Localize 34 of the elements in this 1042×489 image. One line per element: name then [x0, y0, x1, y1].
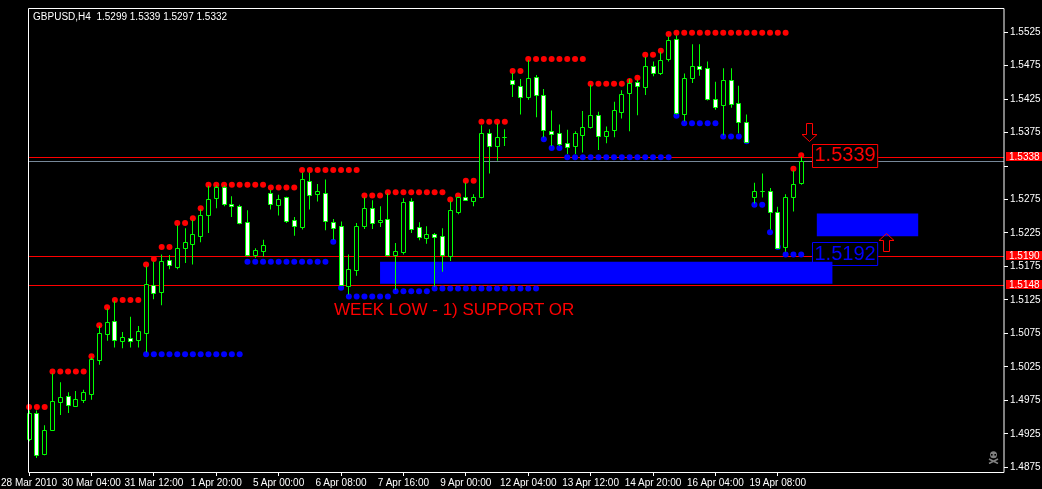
- x-tick-label: 1 Apr 20:00: [190, 476, 243, 488]
- ref-line-label: 1.5190: [1009, 249, 1041, 261]
- y-tick-label: 1.5425: [1010, 92, 1042, 104]
- y-tick-label: 1.5025: [1010, 360, 1042, 372]
- y-tick-label: 1.5125: [1010, 293, 1042, 305]
- annotation: 1.5339: [814, 143, 876, 166]
- y-tick-label: 1.5175: [1010, 260, 1042, 272]
- x-tick-label: 31 Mar 12:00: [124, 476, 184, 488]
- y-tick-label: 1.4975: [1010, 394, 1042, 406]
- y-tick-label: 1.5475: [1010, 59, 1042, 71]
- y-tick-label: 1.5525: [1010, 25, 1042, 37]
- x-tick-label: 12 Apr 04:00: [499, 476, 558, 488]
- x-tick-label: 7 Apr 16:00: [377, 476, 430, 488]
- x-tick-label: 5 Apr 00:00: [253, 476, 305, 488]
- x-tick-label: 30 Mar 04:00: [62, 476, 122, 488]
- x-tick-label: 16 Apr 04:00: [687, 476, 745, 488]
- ref-line-label: 1.5148: [1009, 278, 1041, 290]
- y-tick-label: 1.5225: [1010, 226, 1042, 238]
- y-tick-label: 1.5075: [1010, 327, 1042, 339]
- y-tick-label: 1.5275: [1010, 193, 1042, 205]
- candlestick: [697, 44, 702, 76]
- chart-title: GBPUSD,H4 1.5299 1.5339 1.5297 1.5332: [33, 11, 228, 22]
- x-tick-label: 6 Apr 08:00: [315, 476, 368, 488]
- y-tick-label: 1.4875: [1010, 461, 1042, 473]
- y-tick-label: 1.4925: [1010, 427, 1042, 439]
- x-tick-label: 13 Apr 12:00: [562, 476, 620, 488]
- x-tick-label: 9 Apr 00:00: [440, 476, 492, 488]
- x-tick-label: 14 Apr 20:00: [624, 476, 682, 488]
- y-tick-label: 1.5375: [1010, 126, 1042, 138]
- ref-line-label: 1.5338: [1009, 150, 1041, 162]
- annotation: WEEK LOW - 1) SUPPORT OR: [334, 300, 575, 319]
- x-tick-label: 28 Mar 2010: [1, 476, 58, 488]
- annotation: 1.5192: [814, 241, 876, 264]
- x-tick-label: 19 Apr 08:00: [749, 476, 807, 488]
